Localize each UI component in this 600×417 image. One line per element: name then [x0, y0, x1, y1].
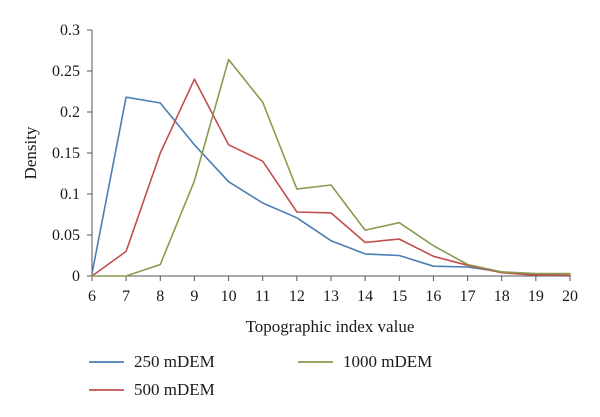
y-tick-label: 0.3	[60, 22, 80, 39]
y-tick-label: 0.2	[60, 104, 80, 121]
x-tick-label: 13	[323, 288, 339, 305]
y-tick-label: 0	[72, 268, 80, 285]
x-tick-label: 16	[425, 288, 441, 305]
y-axis-ticks: 0 0.05 0.1 0.15 0.2 0.25 0.3	[52, 22, 92, 285]
x-tick-label: 18	[494, 288, 510, 305]
x-tick-label: 12	[289, 288, 305, 305]
x-axis-title: Topographic index value	[246, 317, 415, 336]
y-tick-label: 0.15	[52, 145, 80, 162]
legend: 250 mDEM 500 mDEM 1000 mDEM	[89, 352, 432, 399]
x-tick-label: 6	[88, 288, 96, 305]
y-axis-title: Density	[21, 126, 40, 179]
legend-label: 500 mDEM	[134, 380, 215, 399]
y-tick-label: 0.1	[60, 186, 80, 203]
x-tick-label: 10	[221, 288, 237, 305]
y-tick-label: 0.05	[52, 227, 80, 244]
legend-label: 250 mDEM	[134, 352, 215, 371]
x-tick-label: 17	[460, 288, 476, 305]
x-axis-ticks: 6 7 8 9 10 11 12 13 14 15 16 17 18 19 20	[88, 276, 578, 305]
x-tick-label: 8	[156, 288, 164, 305]
series-line-3	[91, 58, 571, 277]
x-tick-label: 7	[122, 288, 130, 305]
x-tick-label: 20	[562, 288, 578, 305]
x-tick-label: 11	[255, 288, 270, 305]
series-lines	[91, 58, 571, 277]
x-tick-label: 14	[357, 288, 373, 305]
x-tick-label: 15	[391, 288, 407, 305]
legend-label: 1000 mDEM	[343, 352, 432, 371]
x-tick-label: 19	[528, 288, 544, 305]
x-tick-label: 9	[190, 288, 198, 305]
y-tick-label: 0.25	[52, 63, 80, 80]
series-line-2	[91, 78, 571, 277]
